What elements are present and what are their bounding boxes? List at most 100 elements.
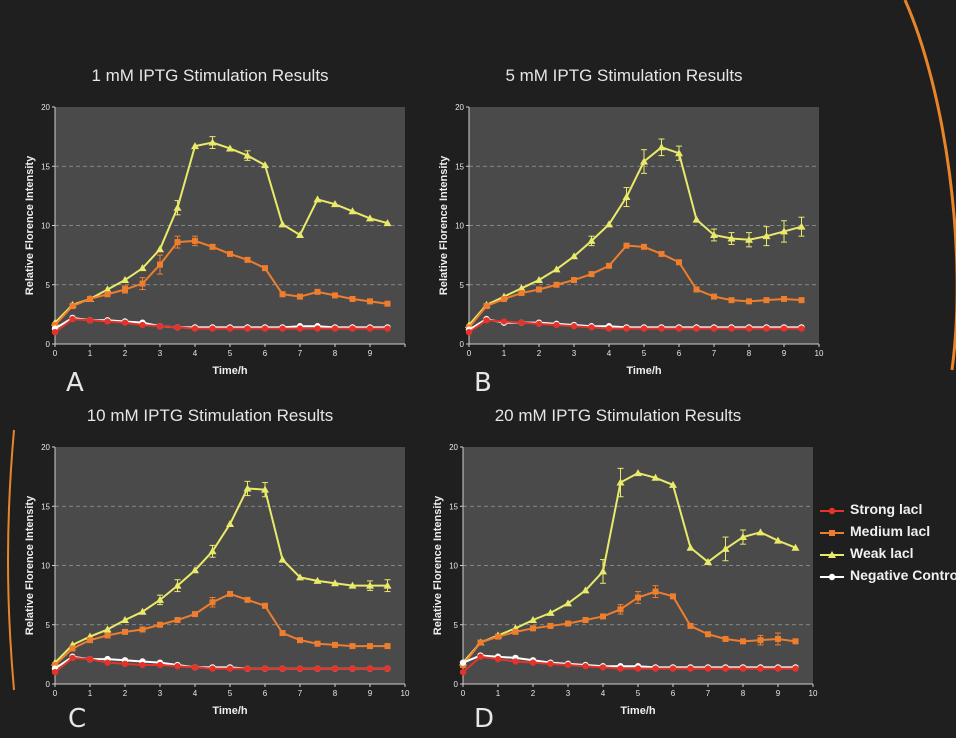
data-point bbox=[51, 328, 59, 336]
data-point bbox=[623, 325, 630, 332]
data-point bbox=[798, 297, 805, 304]
data-point bbox=[121, 319, 129, 326]
data-point bbox=[459, 668, 467, 676]
y-axis-label: Relative Florence Intensity bbox=[24, 155, 36, 295]
data-point bbox=[781, 295, 787, 302]
x-tick-label: 0 bbox=[467, 349, 472, 358]
data-point bbox=[157, 621, 163, 628]
data-point bbox=[634, 665, 642, 672]
data-point bbox=[512, 658, 519, 665]
data-point bbox=[104, 659, 111, 666]
legend-marker-negative bbox=[820, 573, 844, 581]
x-tick-label: 5 bbox=[228, 349, 233, 358]
data-point bbox=[529, 659, 537, 666]
data-point bbox=[139, 321, 146, 329]
data-point bbox=[367, 643, 373, 650]
data-point bbox=[774, 536, 782, 544]
data-point bbox=[121, 660, 129, 668]
data-point bbox=[348, 207, 357, 215]
data-point bbox=[722, 635, 729, 642]
series-medium-lacl bbox=[52, 235, 391, 329]
data-point bbox=[780, 325, 788, 332]
data-point bbox=[69, 303, 76, 310]
data-point bbox=[599, 567, 607, 575]
legend-marker-medium bbox=[820, 530, 844, 536]
panel-letter: A bbox=[66, 368, 84, 398]
chart-legend: Strong lacl Medium lacl Weak lacl Negati… bbox=[820, 502, 956, 604]
panel-letter: B bbox=[474, 368, 492, 398]
series-weak-lacl bbox=[51, 480, 392, 666]
data-point bbox=[622, 193, 631, 201]
data-point bbox=[535, 276, 543, 284]
data-point bbox=[138, 607, 147, 615]
data-point bbox=[518, 319, 525, 326]
data-point bbox=[173, 203, 182, 211]
data-point bbox=[366, 214, 374, 222]
legend-marker bbox=[828, 573, 836, 581]
data-point bbox=[139, 661, 146, 669]
y-tick-label: 10 bbox=[449, 562, 458, 571]
chart-a-svg: 0 5 10 15 20 0 1 2 3 4 5 6 7 8 9 Time/h Relative Florenc… bbox=[24, 103, 406, 377]
data-point bbox=[279, 665, 286, 672]
data-point bbox=[226, 665, 234, 672]
data-point bbox=[775, 635, 781, 642]
chart-b-svg: 0 5 10 15 20 0 1 2 3 4 5 6 7 8 9 10 Time/h Relative Flore… bbox=[438, 103, 824, 377]
data-point bbox=[296, 230, 304, 238]
data-point bbox=[763, 325, 770, 332]
x-tick-label: 10 bbox=[809, 689, 818, 698]
data-point bbox=[366, 581, 374, 589]
x-tick-label: 2 bbox=[537, 349, 542, 358]
data-point bbox=[465, 328, 473, 336]
data-point bbox=[191, 664, 199, 671]
y-tick-label: 15 bbox=[41, 162, 50, 171]
series-medium-lacl bbox=[52, 590, 391, 669]
data-point bbox=[721, 544, 730, 552]
data-point bbox=[192, 611, 198, 618]
x-tick-label: 7 bbox=[706, 689, 711, 698]
x-tick-label: 9 bbox=[782, 349, 787, 358]
data-point bbox=[331, 579, 339, 587]
data-point bbox=[581, 586, 590, 594]
data-point bbox=[670, 593, 676, 600]
data-point bbox=[722, 665, 729, 672]
x-tick-label: 4 bbox=[607, 349, 612, 358]
data-point bbox=[366, 665, 374, 672]
chart-panel-d: 20 mM IPTG Stimulation Results 0 5 10 15 20 0… bbox=[418, 400, 818, 738]
data-point bbox=[483, 317, 490, 324]
data-point bbox=[692, 215, 701, 223]
x-tick-label: 4 bbox=[193, 349, 198, 358]
data-point bbox=[599, 664, 607, 671]
data-point bbox=[780, 227, 788, 235]
x-tick-label: 10 bbox=[401, 689, 410, 698]
data-point bbox=[500, 318, 508, 325]
data-point bbox=[652, 588, 659, 595]
data-point bbox=[314, 325, 321, 332]
data-point bbox=[348, 581, 357, 589]
data-point bbox=[139, 626, 146, 633]
y-tick-label: 10 bbox=[41, 562, 50, 571]
data-point bbox=[174, 324, 181, 331]
data-point bbox=[605, 325, 613, 332]
data-point bbox=[121, 616, 129, 624]
data-point bbox=[122, 628, 128, 635]
x-tick-label: 8 bbox=[333, 349, 338, 358]
data-point bbox=[686, 543, 695, 551]
data-point bbox=[704, 665, 712, 672]
data-point bbox=[349, 295, 356, 302]
data-point bbox=[174, 663, 181, 670]
data-point bbox=[459, 659, 467, 666]
y-tick-label: 0 bbox=[460, 340, 465, 349]
data-point bbox=[349, 325, 356, 332]
data-point bbox=[546, 608, 555, 616]
x-tick-label: 7 bbox=[298, 689, 303, 698]
y-axis-label: Relative Florence Intensity bbox=[432, 495, 444, 635]
data-point bbox=[704, 557, 712, 565]
data-point bbox=[587, 236, 596, 244]
y-tick-label: 0 bbox=[454, 680, 459, 689]
chart-c-svg: 0 5 10 15 20 0 1 2 3 4 5 6 7 8 9 10 Time/h Relative Flore… bbox=[24, 443, 410, 717]
data-point bbox=[226, 520, 234, 528]
data-point bbox=[278, 555, 287, 563]
data-point bbox=[157, 261, 163, 268]
x-tick-label: 2 bbox=[123, 349, 128, 358]
data-point bbox=[191, 325, 199, 332]
